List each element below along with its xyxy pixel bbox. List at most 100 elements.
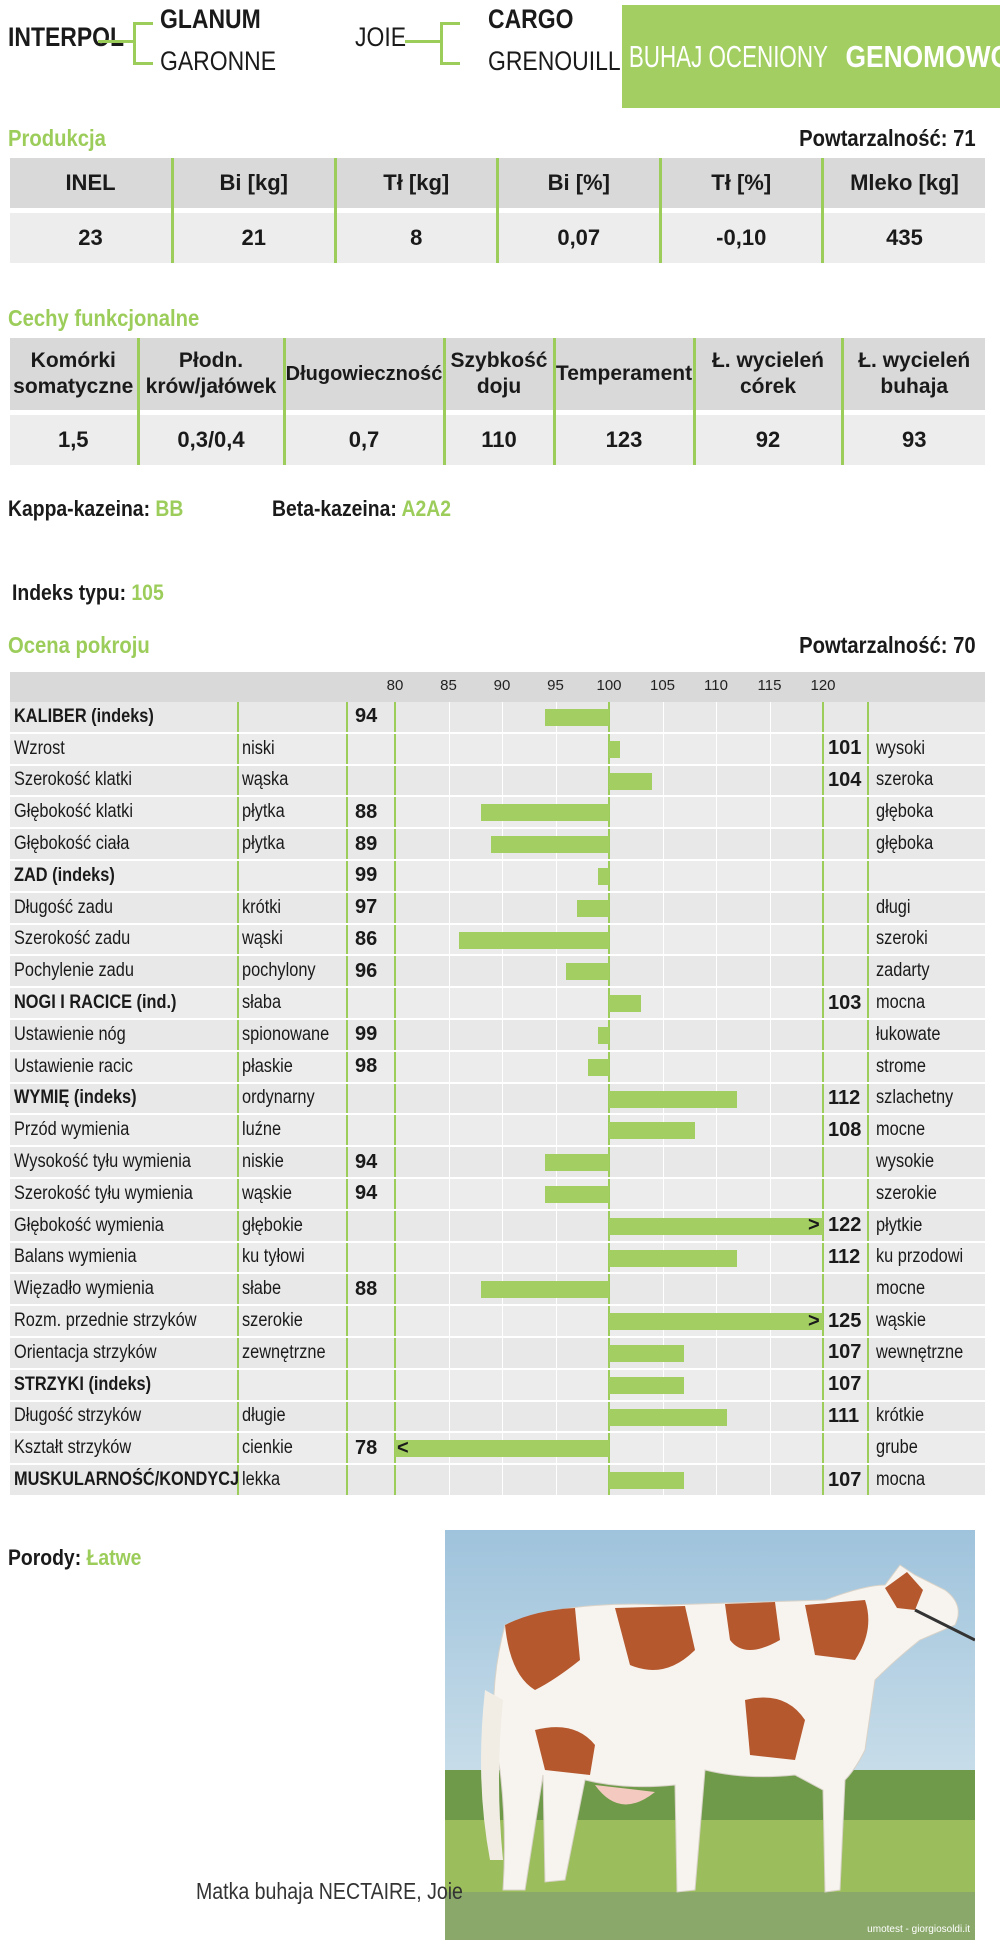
trait-value-text: 108 xyxy=(828,1118,862,1141)
grid-line xyxy=(448,765,450,796)
grid-line xyxy=(716,892,717,923)
trait-high-label: strome xyxy=(876,1052,986,1082)
trait-value-text: 107 xyxy=(828,1341,862,1364)
trait-high-label: głęboka xyxy=(876,797,986,827)
trait-name: Ustawienie nóg xyxy=(14,1020,238,1050)
column-divider xyxy=(394,956,396,987)
overflow-marker: < xyxy=(397,1436,409,1459)
functional-value: 0,3/0,4 xyxy=(138,415,286,465)
trait-high-label: grube xyxy=(876,1433,986,1463)
trait-value: 99 xyxy=(355,1020,395,1050)
axis-tick-label: 115 xyxy=(757,677,782,694)
grid-line xyxy=(662,892,664,923)
production-header: Bi [%] xyxy=(497,158,662,208)
column-divider xyxy=(237,1433,239,1464)
functional-table: Komórki somatyczne Płodn. krów/jałówek D… xyxy=(10,338,985,465)
chart-bar xyxy=(609,740,620,758)
grid-line xyxy=(769,829,771,859)
column-divider xyxy=(394,1178,396,1209)
grid-line xyxy=(555,1242,557,1273)
grid-line xyxy=(769,860,771,891)
grid-line xyxy=(716,1369,717,1400)
grid-line xyxy=(555,1401,557,1432)
axis-tick-label: 90 xyxy=(493,677,511,694)
baseline-line xyxy=(608,1274,610,1305)
trait-name: Balans wymienia xyxy=(14,1243,238,1273)
grid-line xyxy=(502,1019,503,1050)
grid-line xyxy=(502,733,503,764)
calving: Porody: Łatwe xyxy=(8,1545,141,1571)
column-divider xyxy=(822,1019,824,1050)
pedigree-connector xyxy=(440,22,460,25)
grid-line xyxy=(716,1019,717,1050)
grid-line xyxy=(502,1115,503,1146)
grid-line xyxy=(716,860,717,891)
grid-line xyxy=(555,1369,557,1400)
grid-line xyxy=(716,797,717,828)
sire-name: INTERPOL xyxy=(8,22,125,52)
baseline-line xyxy=(608,702,610,732)
column-divider xyxy=(237,829,239,859)
grid-line xyxy=(448,892,450,923)
column-divider xyxy=(394,733,396,764)
pedigree-connector xyxy=(133,62,153,65)
column-divider xyxy=(237,956,239,987)
column-divider xyxy=(822,988,824,1018)
calving-value: Łatwe xyxy=(86,1545,142,1570)
trait-name-text: MUSKULARNOŚĆ/KONDYCJA xyxy=(14,1469,238,1491)
baseline-line xyxy=(608,1051,610,1082)
baseline-line xyxy=(608,860,610,891)
trait-name-text: Szerokość zadu xyxy=(14,928,131,950)
trait-value: 98 xyxy=(355,1052,395,1082)
chart-row: STRZYKI (indeks) 107 xyxy=(10,1369,985,1402)
grid-line xyxy=(555,956,557,987)
trait-low-label: płytka xyxy=(242,797,347,827)
trait-name-text: ZAD (indeks) xyxy=(14,864,115,886)
chart-bar xyxy=(609,1472,684,1490)
trait-high-label-text: szerokie xyxy=(876,1182,937,1204)
grid-line xyxy=(716,1465,717,1495)
pedigree-header: INTERPOL GLANUM GARONNE JOIE CARGO GRENO… xyxy=(0,0,1000,110)
production-header-row: INEL Bi [kg] Tł [kg] Bi [%] Tł [%] Mleko… xyxy=(10,158,985,208)
grid-line xyxy=(769,1147,771,1177)
column-divider xyxy=(237,924,239,955)
conformation-title: Ocena pokroju xyxy=(8,632,150,658)
trait-low-label: spionowane xyxy=(242,1020,347,1050)
trait-value: 111 xyxy=(828,1402,868,1432)
column-divider xyxy=(822,956,824,987)
trait-name: Szerokość zadu xyxy=(14,925,238,955)
trait-high-label: głęboka xyxy=(876,829,986,859)
column-divider xyxy=(867,1369,869,1400)
trait-high-label: wąskie xyxy=(876,1306,986,1336)
grid-line xyxy=(502,1147,503,1177)
grid-line xyxy=(448,1051,450,1082)
column-divider xyxy=(822,1337,824,1368)
trait-name-text: KALIBER (indeks) xyxy=(14,705,154,727)
grid-line xyxy=(769,956,771,987)
trait-name: NOGI I RACICE (ind.) xyxy=(14,988,238,1018)
axis-tick-label: 85 xyxy=(440,677,457,694)
grid-line xyxy=(448,829,450,859)
grid-line xyxy=(716,1337,717,1368)
trait-high-label-text: głęboka xyxy=(876,801,934,823)
production-value: 23 xyxy=(10,213,174,263)
trait-low-label-text: cienkie xyxy=(242,1437,293,1459)
trait-value-text: 78 xyxy=(355,1436,378,1459)
grid-line xyxy=(662,765,664,796)
trait-low-label: płytka xyxy=(242,829,347,859)
column-divider xyxy=(237,702,239,732)
trait-high-label: mocne xyxy=(876,1274,986,1304)
grid-line xyxy=(448,1242,450,1273)
chart-row: Szerokość klatki wąska szeroka 104 xyxy=(10,765,985,798)
grid-line xyxy=(716,702,717,732)
axis-tick-label: 95 xyxy=(547,677,564,694)
grid-line xyxy=(555,1210,557,1241)
column-divider xyxy=(346,1337,348,1368)
grid-line xyxy=(716,1147,717,1177)
trait-high-label: wysokie xyxy=(876,1147,986,1177)
chart-row: ZAD (indeks) 99 xyxy=(10,860,985,893)
trait-value-text: 107 xyxy=(828,1468,862,1491)
trait-name: WYMIĘ (indeks) xyxy=(14,1084,238,1114)
grid-line xyxy=(448,1178,450,1209)
chart-row: Przód wymienia luźne mocne 108 xyxy=(10,1115,985,1148)
